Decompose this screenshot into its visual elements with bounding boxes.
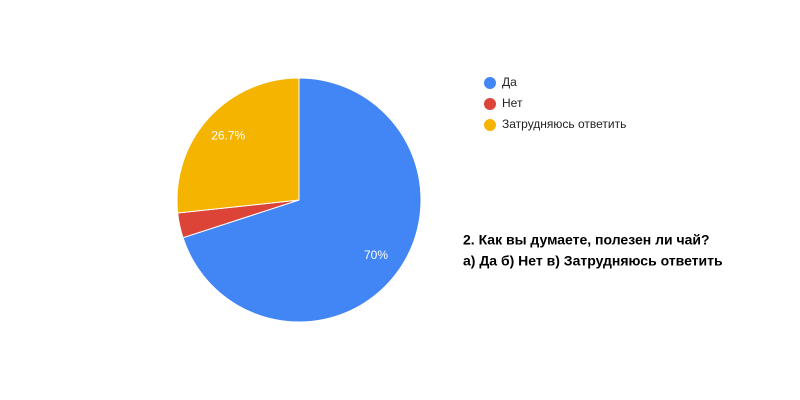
value-label: 70% <box>364 248 388 262</box>
pie-slice <box>182 77 422 323</box>
legend-marker <box>484 119 496 131</box>
legend-marker <box>484 98 496 110</box>
legend-label: Затрудняюсь ответить <box>502 117 626 131</box>
annotation: 2. Как вы думаете, полезен ли чай? <box>463 232 710 248</box>
value-label: 26.7% <box>211 129 245 143</box>
annotation: а) Да б) Нет в) Затрудняюсь ответить <box>463 253 723 269</box>
legend-label: Да <box>502 75 517 89</box>
pie-slice <box>176 77 300 214</box>
legend-label: Нет <box>502 96 523 110</box>
legend-marker <box>484 77 496 89</box>
